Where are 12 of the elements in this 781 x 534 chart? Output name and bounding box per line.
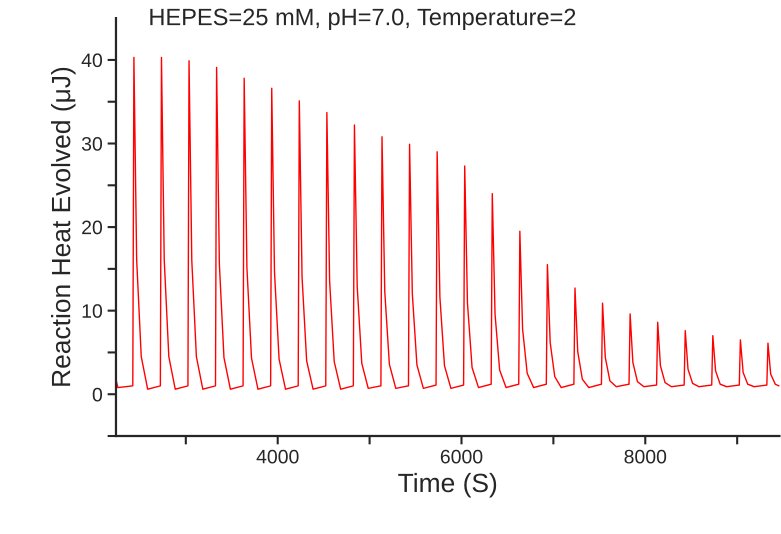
y-tick-label: 20 [82,220,102,234]
y-axis-title: Reaction Heat Evolved (μJ) [51,68,76,386]
x-tick-label: 8000 [624,450,666,464]
line-series [116,56,780,390]
y-tick-label: 30 [82,136,102,151]
y-tick-label: 40 [82,53,102,68]
chart-title: HEPES=25 mM, pH=7.0, Temperature=2 [150,8,576,30]
x-axis-title: Time (S) [398,472,496,498]
y-tick-label: 10 [82,304,102,318]
x-tick-label: 4000 [256,450,299,464]
y-tick-label: 0 [92,388,102,402]
x-tick-label: 6000 [440,450,482,464]
